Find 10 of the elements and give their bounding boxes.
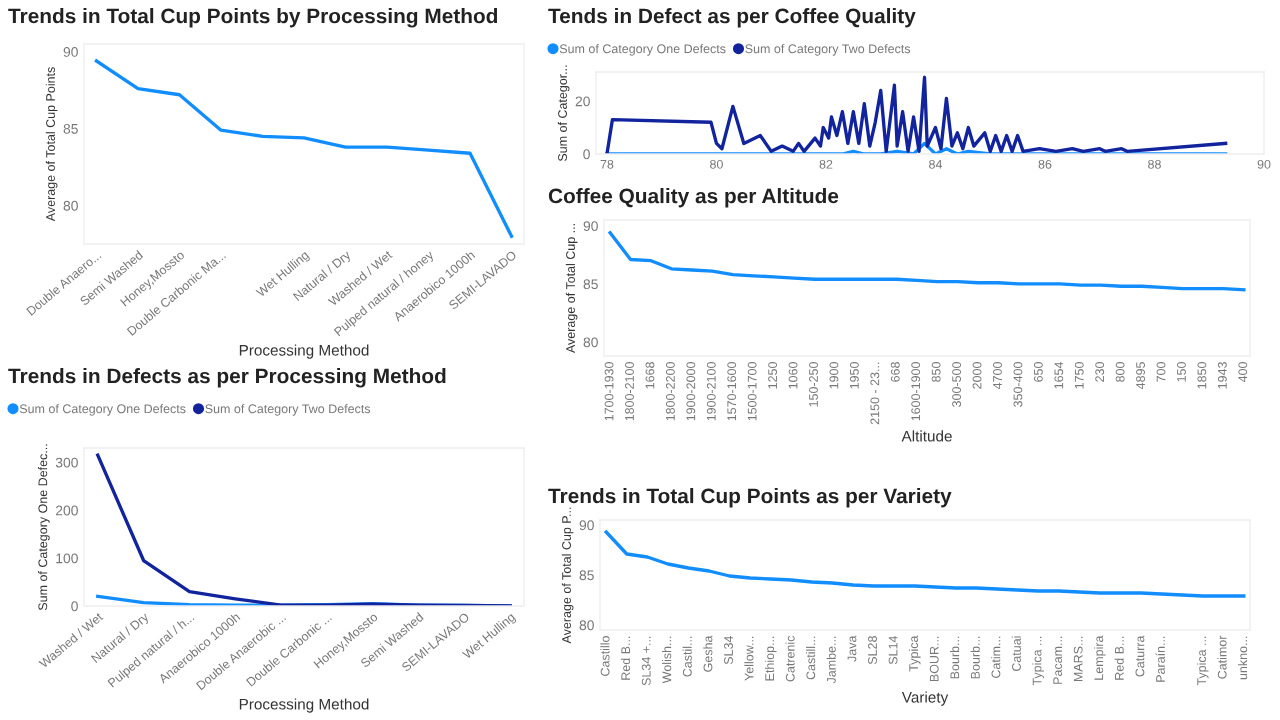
line-series [94, 59, 514, 238]
line-series [604, 530, 1246, 598]
chart-title: Tends in Defect as per Coffee Quality [548, 8, 916, 28]
line-series [608, 231, 1246, 292]
chart-title: Trends in Total Cup Points as per Variety [548, 488, 952, 508]
chart-title: Trends in Defects as per Processing Method [8, 368, 446, 388]
chart-title: Trends in Total Cup Points by Processing Method [8, 8, 498, 28]
line-series [96, 453, 512, 606]
chart-title: Coffee Quality as per Altitude [548, 188, 839, 208]
line-series [605, 75, 1228, 154]
